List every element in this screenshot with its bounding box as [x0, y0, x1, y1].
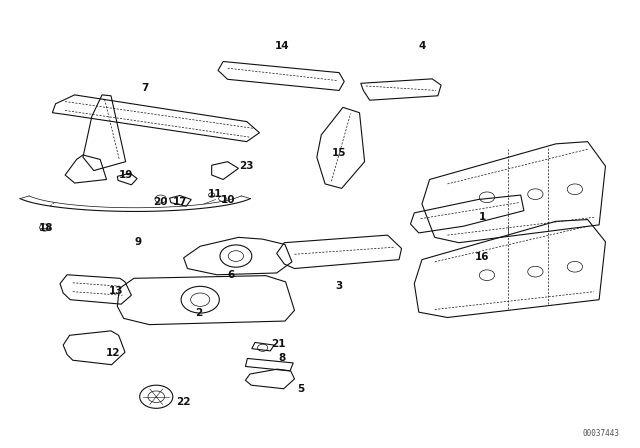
Text: 2: 2 [195, 308, 202, 318]
Text: 00037443: 00037443 [582, 429, 620, 438]
Text: 7: 7 [141, 83, 148, 93]
Text: 23: 23 [239, 161, 254, 171]
Text: 12: 12 [106, 348, 120, 358]
Text: 15: 15 [332, 148, 346, 158]
Text: 3: 3 [335, 281, 343, 291]
Text: 8: 8 [278, 353, 285, 362]
Text: 4: 4 [419, 41, 426, 51]
Text: 11: 11 [207, 189, 222, 199]
Text: 13: 13 [109, 286, 124, 296]
Text: 17: 17 [173, 197, 187, 207]
Text: 6: 6 [227, 270, 234, 280]
Text: 5: 5 [297, 384, 305, 394]
Text: 10: 10 [220, 194, 235, 205]
Text: 1: 1 [479, 212, 486, 222]
Text: 16: 16 [476, 252, 490, 263]
Text: 19: 19 [118, 170, 133, 180]
Text: 20: 20 [154, 197, 168, 207]
Text: 22: 22 [176, 397, 190, 407]
Text: 14: 14 [275, 41, 289, 51]
Text: 18: 18 [39, 224, 53, 233]
Text: 21: 21 [271, 339, 286, 349]
Text: 9: 9 [135, 237, 142, 247]
